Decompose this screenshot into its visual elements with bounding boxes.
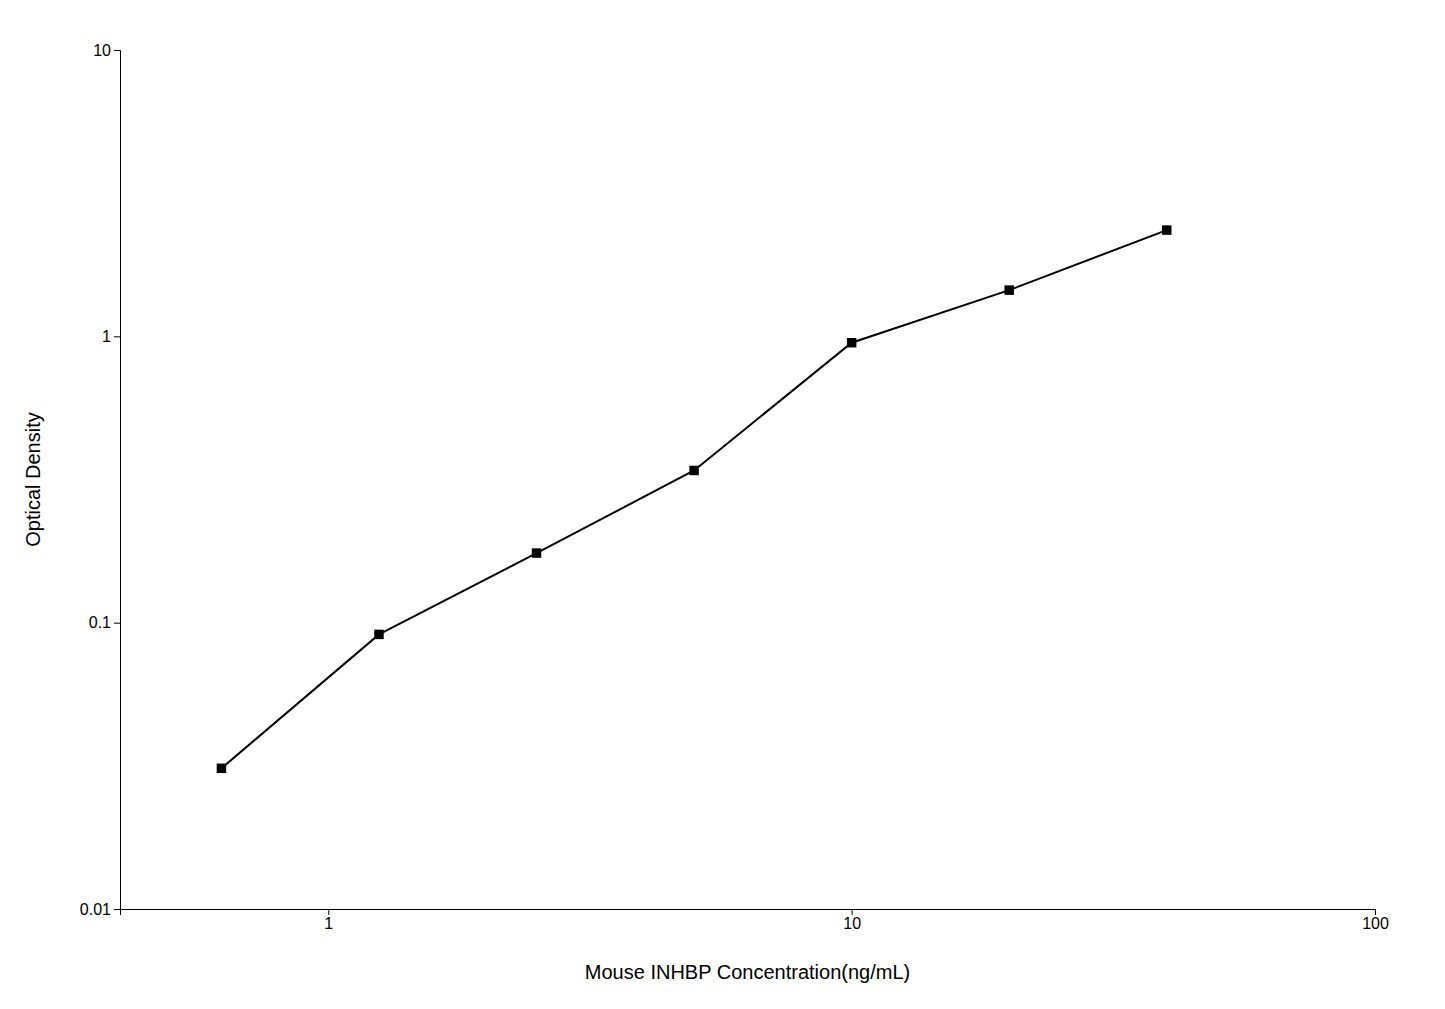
- marker: [1162, 225, 1171, 234]
- tick: 0.01: [80, 901, 120, 918]
- tick-mark: [114, 336, 120, 337]
- x-axis-title: Mouse INHBP Concentration(ng/mL): [585, 961, 910, 983]
- line: [221, 230, 1166, 768]
- y-axis-title: Optical Density: [22, 412, 44, 547]
- tick-label: 100: [1362, 915, 1389, 932]
- tick-mark: [852, 909, 853, 915]
- tick-label: 10: [93, 42, 111, 59]
- tick-mark: [114, 50, 120, 51]
- tick: 10: [93, 42, 120, 59]
- marker: [217, 764, 226, 773]
- tick-mark: [328, 909, 329, 915]
- tick: 1: [102, 328, 120, 345]
- tick-label: 0.1: [89, 614, 111, 631]
- axis-line: [121, 910, 1376, 916]
- plot: 1 10 100 0.01 0.1 1 10: [80, 42, 1389, 933]
- tick: 0.1: [89, 614, 120, 631]
- marker: [532, 548, 541, 557]
- x-axis: 1 10 100: [121, 909, 1389, 932]
- y-axis: 0.01 0.1 1 10: [80, 42, 121, 918]
- series: [217, 225, 1172, 773]
- tick-label: 1: [324, 915, 333, 932]
- tick-mark: [114, 623, 120, 624]
- chart: 1 10 100 0.01 0.1 1 10 Mouse INHBP Concentratio…: [0, 0, 1445, 1009]
- marker: [689, 466, 698, 475]
- marker: [374, 630, 383, 639]
- tick: 100: [1362, 909, 1389, 932]
- axis-line: [114, 51, 121, 910]
- marker: [847, 338, 856, 347]
- tick-mark: [1375, 909, 1376, 915]
- tick-mark: [114, 909, 120, 910]
- tick-label: 1: [102, 328, 111, 345]
- tick: 1: [324, 909, 333, 932]
- tick: 10: [843, 909, 861, 932]
- tick-label: 0.01: [80, 901, 111, 918]
- marker: [1004, 285, 1013, 294]
- tick-label: 10: [843, 915, 861, 932]
